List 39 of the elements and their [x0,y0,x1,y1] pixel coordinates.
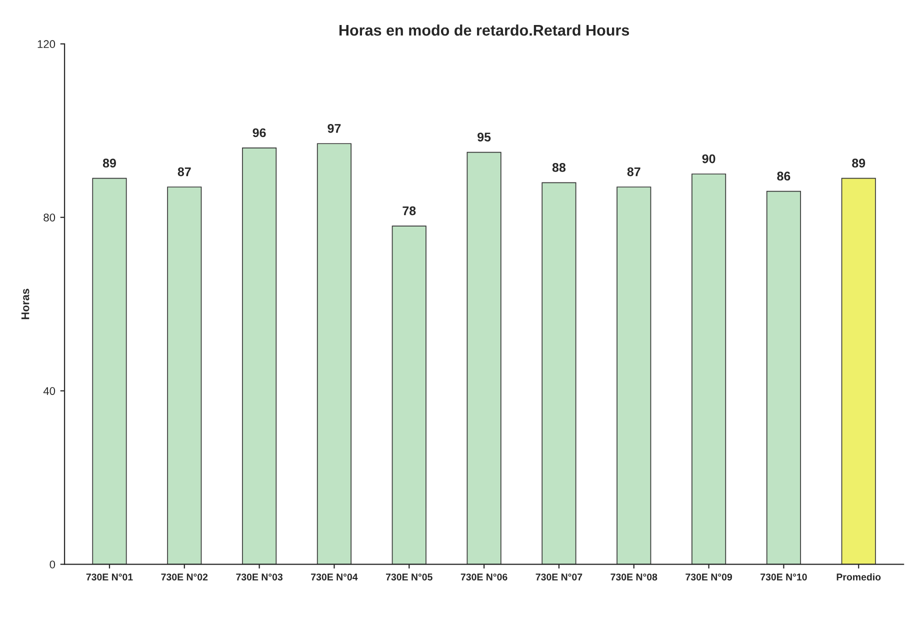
data-label: 95 [478,132,491,142]
data-label: 88 [552,163,566,172]
bar [616,186,652,564]
bar [167,186,202,564]
x-tick-label: 730E N°05 [386,574,432,580]
bar [692,174,726,564]
bar [766,190,801,564]
data-label: 78 [402,206,416,216]
x-tick-label: 730E N°04 [311,574,358,580]
data-label: 89 [102,158,116,168]
y-tick-label: 120 [38,40,56,48]
x-tick-label: 730E N°02 [161,574,208,580]
x-tick-label: 730E N°08 [610,574,658,580]
data-label: 89 [852,158,866,168]
data-label: 87 [627,167,640,176]
x-tick-label: 730E N°09 [686,574,732,580]
y-tick-label: 0 [50,560,56,568]
bar [242,148,277,564]
data-label: 90 [702,154,716,164]
x-tick-label: 730E N°06 [460,574,508,580]
y-axis-title: Horas [21,288,30,320]
chart-title: Horas en modo de retardo.Retard Hours [339,24,630,36]
x-tick-label: Promedio [836,573,881,580]
data-label: 87 [178,167,191,176]
bar [466,152,502,564]
bar [316,143,352,564]
bar [542,182,576,564]
data-label: 96 [252,128,266,138]
data-label: 97 [328,124,341,133]
bar [841,178,876,564]
bar [92,178,127,564]
y-tick-label: 80 [44,214,56,222]
x-tick-label: 730E N°07 [536,574,582,580]
x-tick-label: 730E N°01 [86,574,133,580]
data-label: 86 [777,172,790,181]
x-tick-label: 730E N°03 [236,574,283,580]
x-tick-label: 730E N°10 [760,574,807,580]
y-tick-label: 40 [43,387,56,395]
bar [392,226,426,564]
